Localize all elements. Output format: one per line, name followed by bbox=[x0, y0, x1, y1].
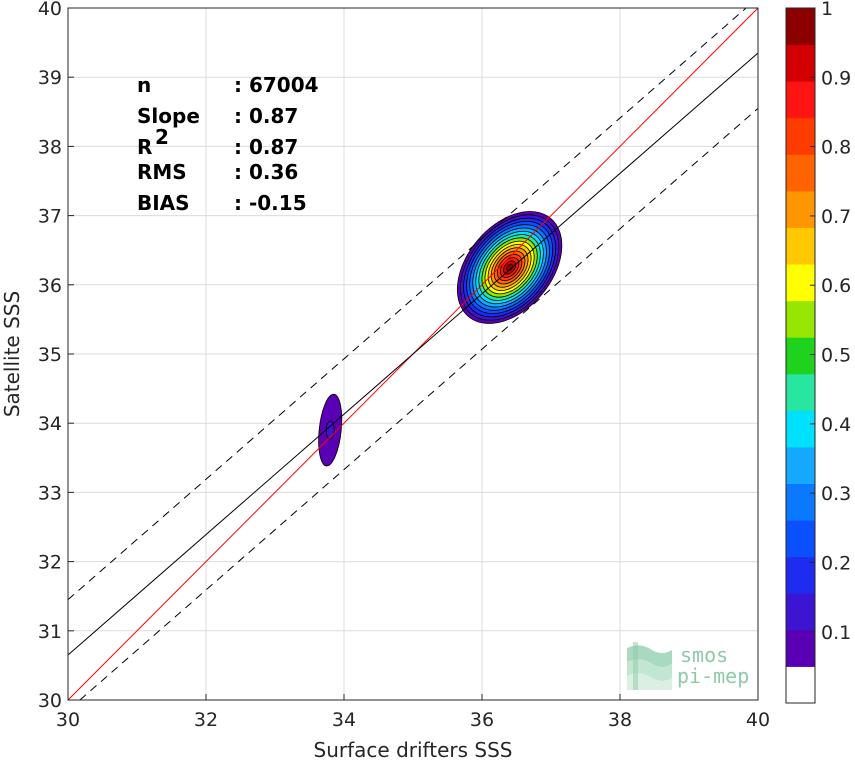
y-axis-label: Satellite SSS bbox=[0, 291, 24, 417]
stat-label: n bbox=[137, 73, 151, 97]
colorbar-tick-label: 0.5 bbox=[821, 345, 851, 367]
colorbar-segment bbox=[786, 81, 815, 119]
contour-level bbox=[506, 263, 514, 272]
colorbar-segment bbox=[786, 446, 815, 485]
x-axis-ticks: 30 32 34 36 38 40 bbox=[56, 694, 770, 731]
smos-pimep-watermark: smos pi-mep bbox=[627, 642, 749, 690]
colorbar-segment bbox=[786, 629, 815, 667]
stat-value: : 0.87 bbox=[234, 135, 298, 159]
colorbar bbox=[786, 8, 815, 704]
x-tick-label: 36 bbox=[470, 709, 494, 731]
stat-label: BIAS bbox=[137, 191, 190, 215]
x-tick-label: 32 bbox=[194, 709, 218, 731]
stat-value: : -0.15 bbox=[234, 191, 307, 215]
colorbar-tick-label: 0.8 bbox=[821, 137, 851, 159]
stat-superscript: 2 bbox=[155, 125, 169, 149]
stat-label: R bbox=[137, 135, 152, 159]
grid bbox=[67, 7, 759, 701]
y-tick-label: 34 bbox=[38, 413, 62, 435]
colorbar-tick-label: 0.3 bbox=[821, 483, 851, 505]
wave-logo-icon bbox=[627, 642, 672, 690]
y-tick-label: 38 bbox=[38, 136, 62, 158]
colorbar-tick-label: 1 bbox=[821, 0, 833, 20]
colorbar-tick-label: 0.6 bbox=[821, 275, 851, 297]
y-tick-label: 39 bbox=[38, 67, 62, 89]
density-contours bbox=[318, 211, 563, 467]
y-axis-ticks: 30 31 32 33 34 35 36 37 38 39 40 bbox=[38, 0, 74, 712]
colorbar-segment bbox=[786, 666, 815, 704]
y-tick-label: 31 bbox=[38, 621, 62, 643]
colorbar-segment bbox=[786, 154, 815, 192]
stat-value: : 0.87 bbox=[234, 104, 298, 128]
colorbar-segment bbox=[786, 337, 815, 375]
x-axis-label: Surface drifters SSS bbox=[314, 738, 513, 762]
x-tick-label: 30 bbox=[56, 709, 80, 731]
regression-line bbox=[67, 52, 759, 656]
watermark-line1: smos bbox=[680, 643, 728, 667]
colorbar-tick-label: 0.1 bbox=[821, 622, 851, 644]
y-tick-label: 37 bbox=[38, 206, 62, 228]
y-tick-label: 36 bbox=[38, 275, 62, 297]
y-tick-label: 40 bbox=[38, 0, 62, 20]
colorbar-tick-label: 0.9 bbox=[821, 67, 851, 89]
stats-box: n : 67004 Slope : 0.87 R 2 : 0.87 RMS : 0.36 BIAS… bbox=[137, 73, 319, 215]
secondary-density-blob bbox=[318, 393, 343, 467]
colorbar-segment bbox=[786, 520, 815, 558]
y-tick-label: 33 bbox=[38, 482, 62, 504]
colorbar-ticks: 0.1 0.2 0.3 0.4 0.5 0.6 0.7 0.8 0.9 1 bbox=[810, 0, 851, 644]
colorbar-segment bbox=[786, 8, 815, 46]
colorbar-segment bbox=[786, 593, 815, 631]
x-tick-label: 40 bbox=[746, 709, 770, 731]
watermark-line2: pi-mep bbox=[677, 664, 749, 688]
colorbar-segment bbox=[786, 227, 815, 265]
colorbar-segment bbox=[786, 410, 815, 448]
colorbar-tick-label: 0.4 bbox=[821, 414, 851, 436]
colorbar-tick-label: 0.2 bbox=[821, 552, 851, 574]
reference-lines bbox=[67, 7, 759, 701]
colorbar-segment bbox=[786, 300, 815, 338]
y-tick-label: 32 bbox=[38, 552, 62, 574]
colorbar-segment bbox=[786, 190, 815, 228]
upper-bound-line bbox=[67, 7, 747, 601]
colorbar-segment bbox=[786, 117, 815, 155]
colorbar-segment bbox=[786, 373, 815, 411]
colorbar-segment bbox=[786, 483, 815, 521]
main-density-blob bbox=[456, 211, 563, 324]
stat-label: RMS bbox=[137, 160, 187, 184]
y-tick-label: 30 bbox=[38, 690, 62, 712]
colorbar-frame bbox=[785, 7, 816, 704]
stat-value: : 67004 bbox=[234, 73, 319, 97]
colorbar-tick-label: 0.7 bbox=[821, 206, 851, 228]
y-tick-label: 35 bbox=[38, 344, 62, 366]
x-tick-label: 38 bbox=[608, 709, 632, 731]
stat-value: : 0.36 bbox=[234, 160, 298, 184]
x-tick-label: 34 bbox=[332, 709, 356, 731]
stat-label: Slope bbox=[137, 104, 200, 128]
colorbar-segment bbox=[786, 44, 815, 82]
lower-bound-line bbox=[79, 107, 759, 701]
colorbar-segment bbox=[786, 264, 815, 302]
